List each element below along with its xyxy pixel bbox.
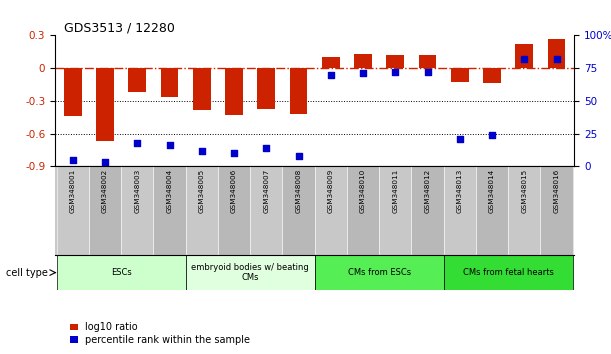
Text: GSM348009: GSM348009: [327, 169, 334, 213]
Point: [197, 148, 207, 154]
Bar: [508, 166, 541, 255]
Bar: [186, 166, 218, 255]
Bar: [476, 166, 508, 255]
Text: GSM348010: GSM348010: [360, 169, 366, 213]
Bar: [347, 166, 379, 255]
Point: [100, 160, 110, 165]
Bar: [186, 255, 315, 290]
Point: [358, 70, 368, 76]
Bar: [315, 166, 347, 255]
Bar: [315, 255, 444, 290]
Text: GSM348011: GSM348011: [392, 169, 398, 213]
Bar: [225, 68, 243, 115]
Bar: [451, 68, 469, 82]
Bar: [153, 166, 186, 255]
Bar: [57, 166, 89, 255]
Bar: [257, 68, 275, 109]
Point: [423, 69, 433, 75]
Bar: [541, 166, 573, 255]
Text: GSM348008: GSM348008: [296, 169, 302, 213]
Bar: [128, 68, 146, 92]
Text: GSM348004: GSM348004: [167, 169, 172, 213]
Text: GSM348013: GSM348013: [457, 169, 463, 213]
Bar: [322, 57, 340, 68]
Point: [294, 153, 304, 159]
Bar: [547, 39, 565, 68]
Bar: [386, 55, 404, 68]
Bar: [354, 54, 372, 68]
Bar: [89, 166, 121, 255]
Text: GSM348016: GSM348016: [554, 169, 560, 213]
Bar: [419, 55, 436, 68]
Bar: [250, 166, 282, 255]
Text: GSM348002: GSM348002: [102, 169, 108, 213]
Point: [229, 150, 239, 156]
Point: [552, 56, 562, 62]
Point: [262, 145, 271, 151]
Text: GSM348006: GSM348006: [231, 169, 237, 213]
Bar: [57, 255, 186, 290]
Text: CMs from fetal hearts: CMs from fetal hearts: [463, 268, 554, 277]
Bar: [444, 166, 476, 255]
Point: [68, 157, 78, 163]
Text: embryoid bodies w/ beating
CMs: embryoid bodies w/ beating CMs: [191, 263, 309, 282]
Point: [164, 143, 174, 148]
Bar: [290, 68, 307, 114]
Bar: [282, 166, 315, 255]
Point: [326, 72, 335, 78]
Bar: [444, 255, 573, 290]
Text: GSM348012: GSM348012: [425, 169, 431, 213]
Text: GSM348014: GSM348014: [489, 169, 495, 213]
Bar: [411, 166, 444, 255]
Bar: [379, 166, 411, 255]
Text: CMs from ESCs: CMs from ESCs: [348, 268, 411, 277]
Bar: [483, 68, 501, 84]
Bar: [64, 68, 82, 116]
Text: cell type: cell type: [6, 268, 48, 278]
Text: GSM348005: GSM348005: [199, 169, 205, 213]
Point: [487, 132, 497, 138]
Point: [455, 136, 465, 142]
Text: ESCs: ESCs: [111, 268, 131, 277]
Legend: log10 ratio, percentile rank within the sample: log10 ratio, percentile rank within the …: [66, 319, 254, 349]
Bar: [218, 166, 250, 255]
Text: GSM348001: GSM348001: [70, 169, 76, 213]
Bar: [193, 68, 211, 110]
Point: [519, 56, 529, 62]
Point: [390, 69, 400, 75]
Text: GSM348007: GSM348007: [263, 169, 269, 213]
Bar: [121, 166, 153, 255]
Text: GDS3513 / 12280: GDS3513 / 12280: [65, 21, 175, 34]
Text: GSM348015: GSM348015: [521, 169, 527, 213]
Bar: [161, 68, 178, 97]
Bar: [96, 68, 114, 141]
Text: GSM348003: GSM348003: [134, 169, 141, 213]
Point: [133, 140, 142, 145]
Bar: [516, 44, 533, 68]
